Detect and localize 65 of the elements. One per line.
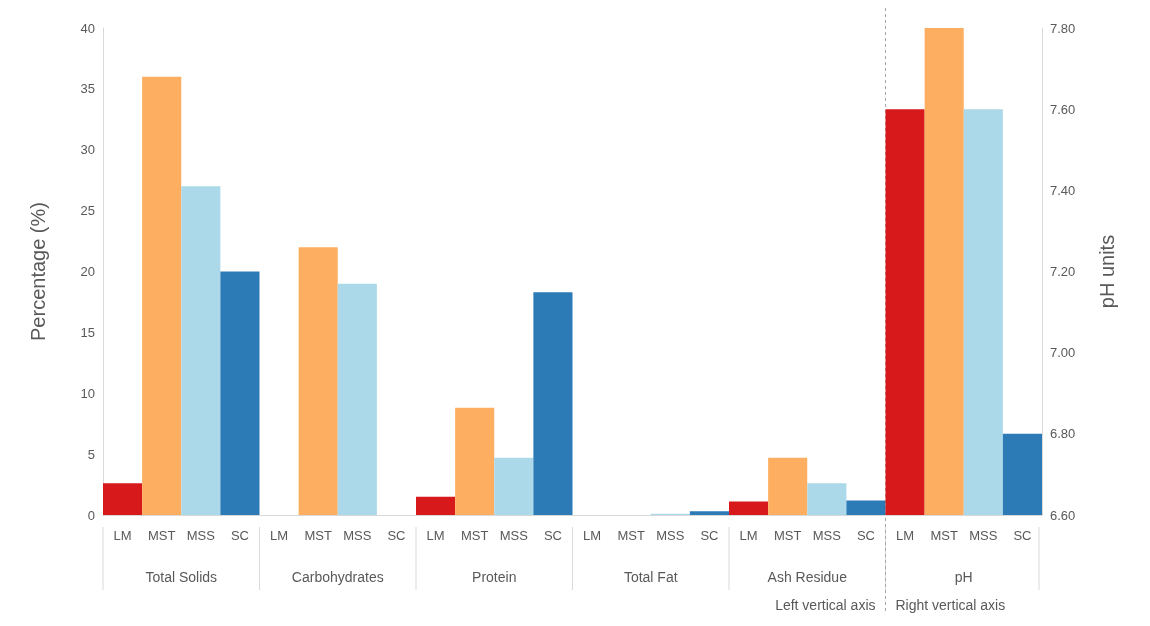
x-tick-label: MST (930, 528, 958, 543)
y-tick-label: 5 (87, 446, 95, 462)
bar (494, 457, 534, 515)
text: Total Fat (623, 569, 678, 585)
bar (103, 483, 143, 515)
x-tick-label: MST (147, 528, 176, 543)
y-tick-label: 20 (80, 264, 95, 279)
y-tick-label: 25 (80, 203, 95, 219)
text: pH (954, 569, 973, 585)
x-tick-label: LM (583, 528, 602, 543)
y-axis-title: Percentage (%) (27, 202, 49, 341)
bar (181, 186, 221, 515)
x-tick-label: MST (617, 528, 645, 543)
y2-tick-label: 7.20 (1050, 264, 1076, 279)
bar (807, 483, 847, 515)
y2-tick-label: 7.40 (1050, 182, 1076, 198)
y-tick-label: 15 (80, 324, 95, 340)
x-tick-label: SC (1013, 528, 1032, 543)
bar (142, 76, 182, 515)
bar (455, 407, 495, 515)
text: Carbohydrates (291, 569, 384, 585)
x-tick-label: MSS (499, 528, 529, 543)
bar (533, 292, 573, 515)
x-tick-label: MSS (656, 528, 685, 543)
text: Protein (472, 569, 517, 585)
x-tick-label: LM (896, 528, 915, 543)
y2-tick-label: 7.80 (1050, 20, 1076, 36)
x-tick-label: MSS (343, 528, 372, 543)
x-tick-label: LM (270, 528, 289, 543)
bar (689, 511, 729, 515)
y-tick-label: 10 (80, 385, 95, 401)
y-tick-label: 30 (80, 142, 95, 158)
x-tick-label: MST (460, 528, 489, 543)
text: Right vertical axis (895, 597, 1006, 613)
x-tick-label: SC (543, 528, 562, 543)
y2-tick-label: 7.60 (1050, 101, 1076, 117)
x-tick-label: MSS (186, 528, 216, 543)
x-tick-label: MST (773, 528, 802, 543)
y2-tick-label: 6.80 (1050, 426, 1076, 442)
y2-tick-label: 7.00 (1050, 345, 1076, 361)
bar (768, 457, 808, 515)
bar (220, 271, 260, 515)
text: Ash Residue (767, 569, 848, 585)
y-tick-label: 40 (80, 20, 95, 36)
x-tick-label: MST (304, 528, 332, 543)
x-tick-label: SC (700, 528, 719, 543)
text: Total Solids (145, 569, 218, 585)
y-tick-label: 35 (80, 81, 95, 97)
bar (729, 501, 769, 515)
x-tick-label: LM (426, 528, 445, 543)
y2-tick-label: 6.60 (1050, 507, 1076, 523)
y-tick-label: 0 (87, 507, 95, 523)
bar (846, 500, 886, 515)
x-tick-label: LM (113, 528, 132, 543)
x-tick-label: MSS (969, 528, 998, 543)
bar (298, 247, 338, 515)
x-tick-label: SC (856, 528, 875, 543)
bar (337, 283, 377, 515)
x-tick-label: LM (739, 528, 758, 543)
x-tick-label: SC (387, 528, 406, 543)
bar (416, 496, 456, 515)
text: Left vertical axis (775, 597, 876, 613)
y2-axis-title: pH units (1096, 234, 1118, 309)
x-tick-label: MSS (812, 528, 842, 543)
x-tick-label: SC (230, 528, 249, 543)
